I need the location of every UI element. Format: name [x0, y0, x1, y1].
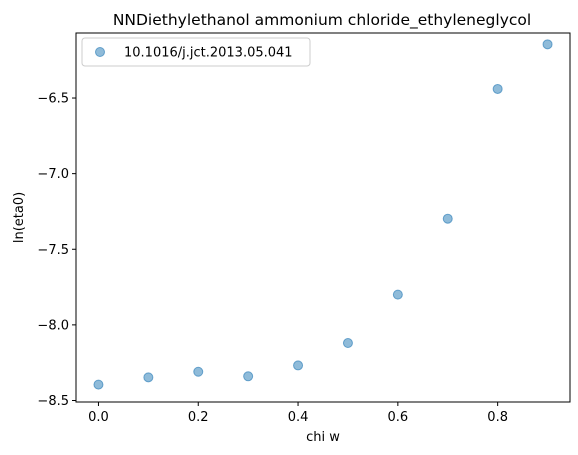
y-axis-ticks: −8.5 −8.0 −7.5 −7.0 −6.5 — [37, 92, 76, 409]
data-point — [193, 366, 204, 377]
data-point — [293, 360, 304, 371]
x-tick-label: 0.4 — [288, 410, 309, 425]
y-axis-label: ln(eta0) — [12, 192, 27, 243]
y-tick-label: −6.5 — [37, 92, 69, 107]
x-axis-label: chi w — [306, 430, 340, 445]
data-point — [93, 379, 104, 390]
chart-title: NNDiethylethanol ammonium chloride_ethyl… — [113, 11, 531, 30]
data-point — [392, 289, 403, 300]
y-tick-label: −8.0 — [37, 318, 69, 333]
x-tick-label: 0.2 — [188, 410, 209, 425]
legend-label: 10.1016/j.jct.2013.05.041 — [124, 46, 293, 61]
data-point — [492, 83, 503, 94]
legend: 10.1016/j.jct.2013.05.041 — [81, 37, 311, 67]
y-tick-label: −7.0 — [37, 167, 69, 182]
y-tick-label: −8.5 — [37, 394, 69, 409]
data-point — [442, 213, 453, 224]
legend-marker — [95, 47, 105, 57]
data-markers — [93, 39, 553, 390]
legend-box — [81, 37, 311, 67]
x-tick-label: 0.0 — [88, 410, 109, 425]
plot-area — [76, 33, 570, 402]
x-tick-label: 0.8 — [487, 410, 508, 425]
y-tick-label: −7.5 — [37, 243, 69, 258]
data-point — [342, 338, 353, 349]
data-point — [542, 39, 553, 50]
data-point — [143, 372, 154, 383]
data-point — [243, 371, 254, 382]
x-axis-ticks: 0.0 0.2 0.4 0.6 0.8 — [88, 402, 508, 425]
plot-frame — [75, 32, 571, 403]
x-tick-label: 0.6 — [388, 410, 409, 425]
